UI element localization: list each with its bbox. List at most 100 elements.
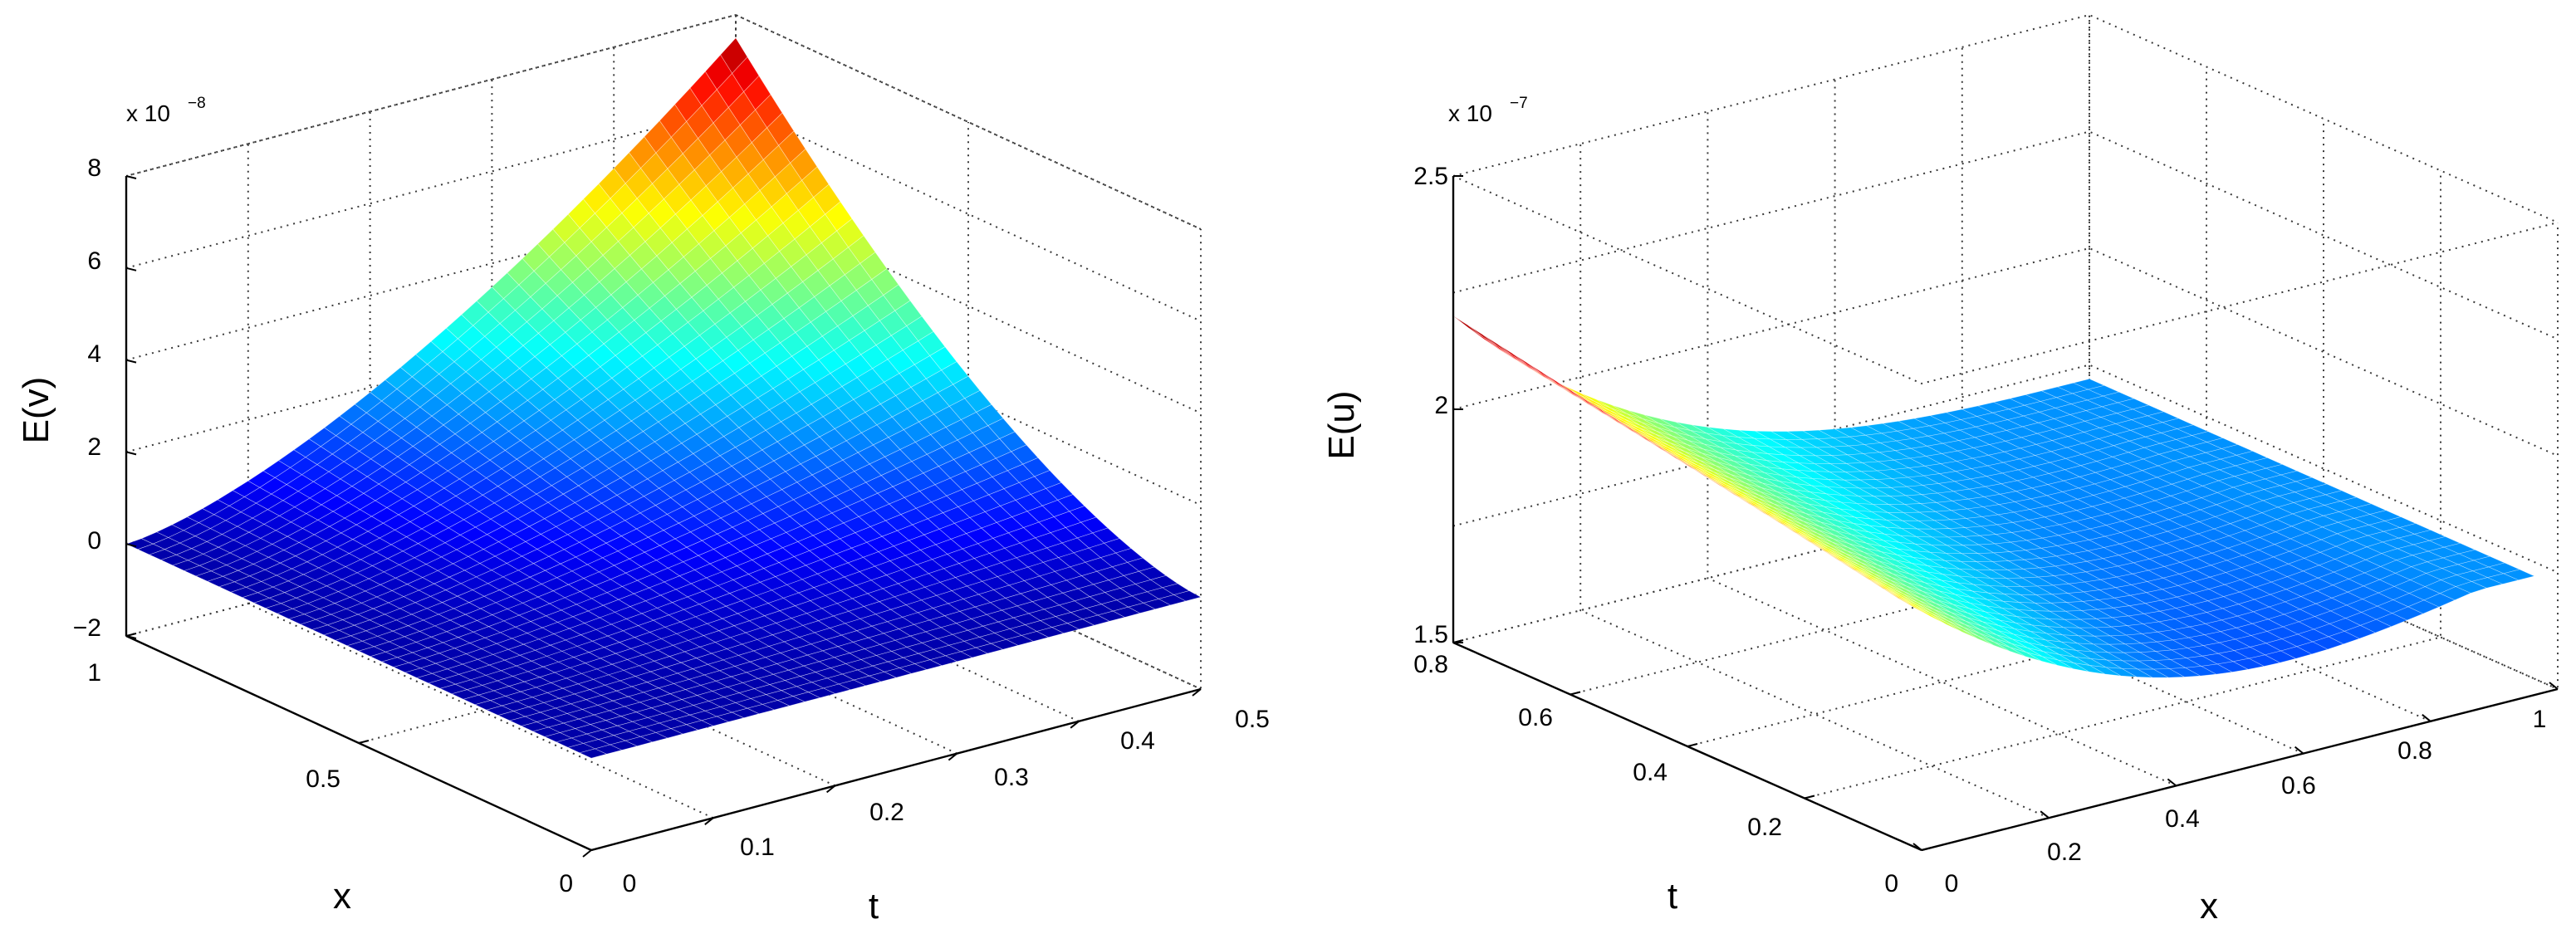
eu-surface-patch (2369, 510, 2402, 521)
eu-ttick-mark (1687, 743, 1698, 747)
ev-xlabel: x (333, 876, 351, 917)
eu-xlabel: x (2200, 886, 2218, 927)
ev-zlabel: E(v) (16, 377, 56, 444)
ev-ztick-mark (125, 175, 137, 179)
ev-grid-line (358, 122, 969, 744)
chart-ev-surface (125, 37, 1202, 759)
eu-surface-patch (2383, 516, 2417, 528)
eu-surface-patch (1452, 315, 1485, 338)
eu-surface-patch (2087, 384, 2120, 397)
eu-xtick-label: 0.2 (2047, 839, 2082, 866)
ev-ttick-label: 0.1 (740, 834, 775, 861)
ev-xtick-label: 0.5 (306, 765, 340, 793)
eu-ttick-label: 0.2 (1747, 814, 1782, 841)
ev-ttick-mark (582, 849, 592, 858)
eu-surface-patch (2473, 555, 2506, 568)
chart-eu: 1.5 2 2.5 0 0.2 0.4 0.6 0.8 0 0.2 0.4 0.… (1321, 13, 2559, 927)
eu-xtick-label: 0.4 (2165, 805, 2200, 833)
ev-ztick-label: 0 (87, 527, 101, 555)
eu-grid-line (1452, 175, 2559, 385)
ev-grid-line (247, 144, 714, 819)
ev-ztick-label: 2 (87, 433, 101, 461)
eu-ttick-label: 0 (1884, 870, 1898, 897)
eu-grid-line (1452, 364, 2559, 574)
ev-exponent-base: x 10 (126, 100, 170, 126)
eu-ztick-label: 1.5 (1413, 621, 1448, 648)
ev-xtick-label: 0 (559, 870, 573, 897)
ev-ttick-mark (1070, 721, 1080, 729)
eu-grid-line (1452, 13, 2559, 223)
eu-xtick-label: 0 (1945, 870, 1959, 897)
chart-ev-axes (125, 175, 1202, 858)
eu-xtick-mark (2040, 810, 2050, 819)
eu-surface-patch (2487, 562, 2520, 575)
eu-surface-patch (2309, 483, 2343, 496)
ev-ztick-label: −2 (73, 614, 101, 642)
ev-ztick-label: 4 (87, 340, 101, 368)
eu-exponent-power: −7 (1510, 95, 1528, 112)
eu-x-axis (1921, 687, 2559, 852)
eu-xtick-mark (2294, 746, 2304, 755)
ev-grid-line (590, 229, 1202, 851)
eu-grid-line (1707, 111, 2177, 787)
eu-ttick-mark (1921, 847, 1932, 851)
ev-surface-patch (579, 748, 608, 759)
ev-ttick-mark (704, 817, 714, 825)
eu-surface-patch (2339, 496, 2373, 508)
ev-ttick-mark (825, 785, 836, 794)
eu-surface-patch (2458, 549, 2491, 561)
eu-surface-patch (2236, 451, 2269, 462)
eu-grid-line (1452, 247, 2559, 457)
ev-t-axis (590, 687, 1202, 852)
ev-ttick-label: 0 (623, 870, 637, 897)
ev-ttick-label: 0.4 (1120, 727, 1155, 755)
ev-ttick-mark (1192, 688, 1202, 697)
eu-xtick-mark (2422, 714, 2432, 722)
eu-surface-patch (2162, 418, 2194, 429)
eu-ztick-label: 2 (1434, 392, 1448, 419)
ev-xtick-mark (590, 847, 602, 851)
eu-ttick-mark (1570, 691, 1581, 696)
eu-surface-patch (2265, 463, 2298, 476)
ev-xtick-mark (125, 633, 137, 637)
eu-xtick-mark (2549, 682, 2559, 690)
ev-xtick-label: 1 (87, 659, 101, 687)
eu-grid-line (1452, 130, 2559, 340)
eu-ztick-label: 2.5 (1413, 163, 1448, 190)
eu-exponent-base: x 10 (1448, 100, 1492, 126)
eu-surface-patch (2117, 398, 2150, 410)
eu-ttick-label: 0.8 (1413, 651, 1448, 678)
eu-xtick-label: 0.6 (2281, 772, 2316, 799)
eu-xtick-mark (2167, 778, 2177, 787)
ev-exponent-power: −8 (188, 95, 206, 112)
eu-ttick-mark (1804, 795, 1815, 799)
eu-surface-patch (2413, 530, 2446, 541)
ev-ztick-label: 6 (87, 247, 101, 275)
eu-grid-line (1579, 144, 2050, 819)
eu-tlabel: t (1668, 876, 1677, 917)
ev-ztick-mark (125, 451, 137, 456)
eu-surface-patch (2191, 431, 2224, 442)
eu-surface-patch (2280, 470, 2313, 482)
eu-surface-patch (2206, 438, 2239, 449)
ev-grid-line (125, 13, 1202, 230)
ev-ztick-mark (125, 543, 137, 548)
eu-xtick-label: 0.8 (2397, 737, 2432, 765)
chart-eu-surface (1452, 315, 2535, 678)
eu-surface-patch (2102, 391, 2135, 403)
ev-tlabel: t (869, 886, 879, 927)
eu-ttick-label: 0.6 (1518, 704, 1553, 731)
ev-ttick-label: 0.2 (869, 799, 904, 826)
eu-xtick-mark (1912, 843, 1922, 851)
ev-ttick-label: 0.3 (994, 764, 1029, 791)
eu-xtick-label: 1 (2533, 706, 2547, 733)
ev-ttick-label: 0.5 (1235, 706, 1270, 733)
chart-ev: −2 0 2 4 6 8 0 0.5 1 0 0.1 0.2 0.3 0.4 0… (16, 13, 1270, 927)
eu-ttick-label: 0.4 (1633, 759, 1668, 786)
eu-zlabel: E(u) (1321, 390, 1362, 459)
chart-eu-axes (1452, 175, 2559, 852)
ev-ztick-label: 8 (87, 154, 101, 182)
ev-ztick-mark (125, 359, 137, 364)
ev-ztick-mark (125, 266, 137, 271)
